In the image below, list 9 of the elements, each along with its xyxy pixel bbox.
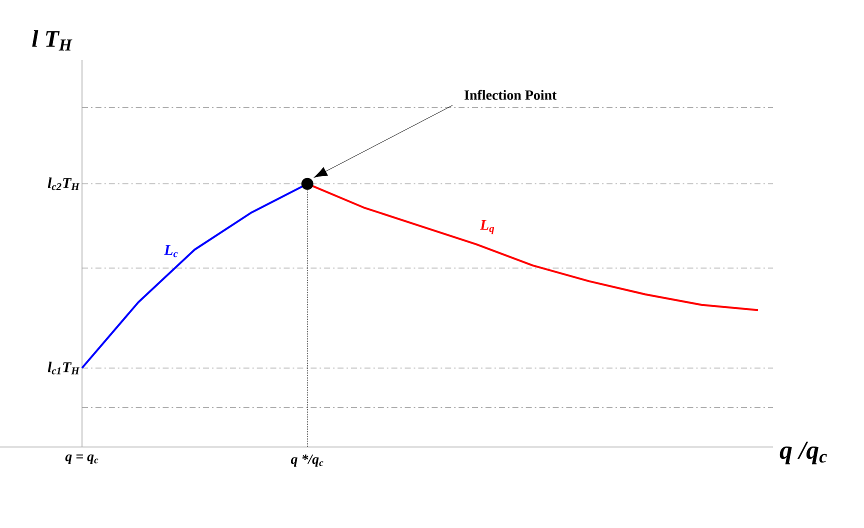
text: l T$_{H}$ bbox=[32, 30, 72, 50]
ref-line-label: l$_{c1}$T$_{H}$ bbox=[48, 362, 80, 374]
series-label: L$_{c}$ bbox=[164, 245, 178, 258]
ref-line-label: l$_{c2}$T$_{H}$ bbox=[48, 178, 80, 190]
x-tick-label: q = q$_{c}$ bbox=[65, 454, 98, 464]
text: Inflection Point bbox=[464, 90, 557, 100]
x-tick-label: q */q$_{c}$ bbox=[290, 454, 324, 467]
series-label: L$_{q}$ bbox=[480, 220, 494, 234]
x-axis-title: q /q$_{c}$ bbox=[780, 442, 827, 464]
